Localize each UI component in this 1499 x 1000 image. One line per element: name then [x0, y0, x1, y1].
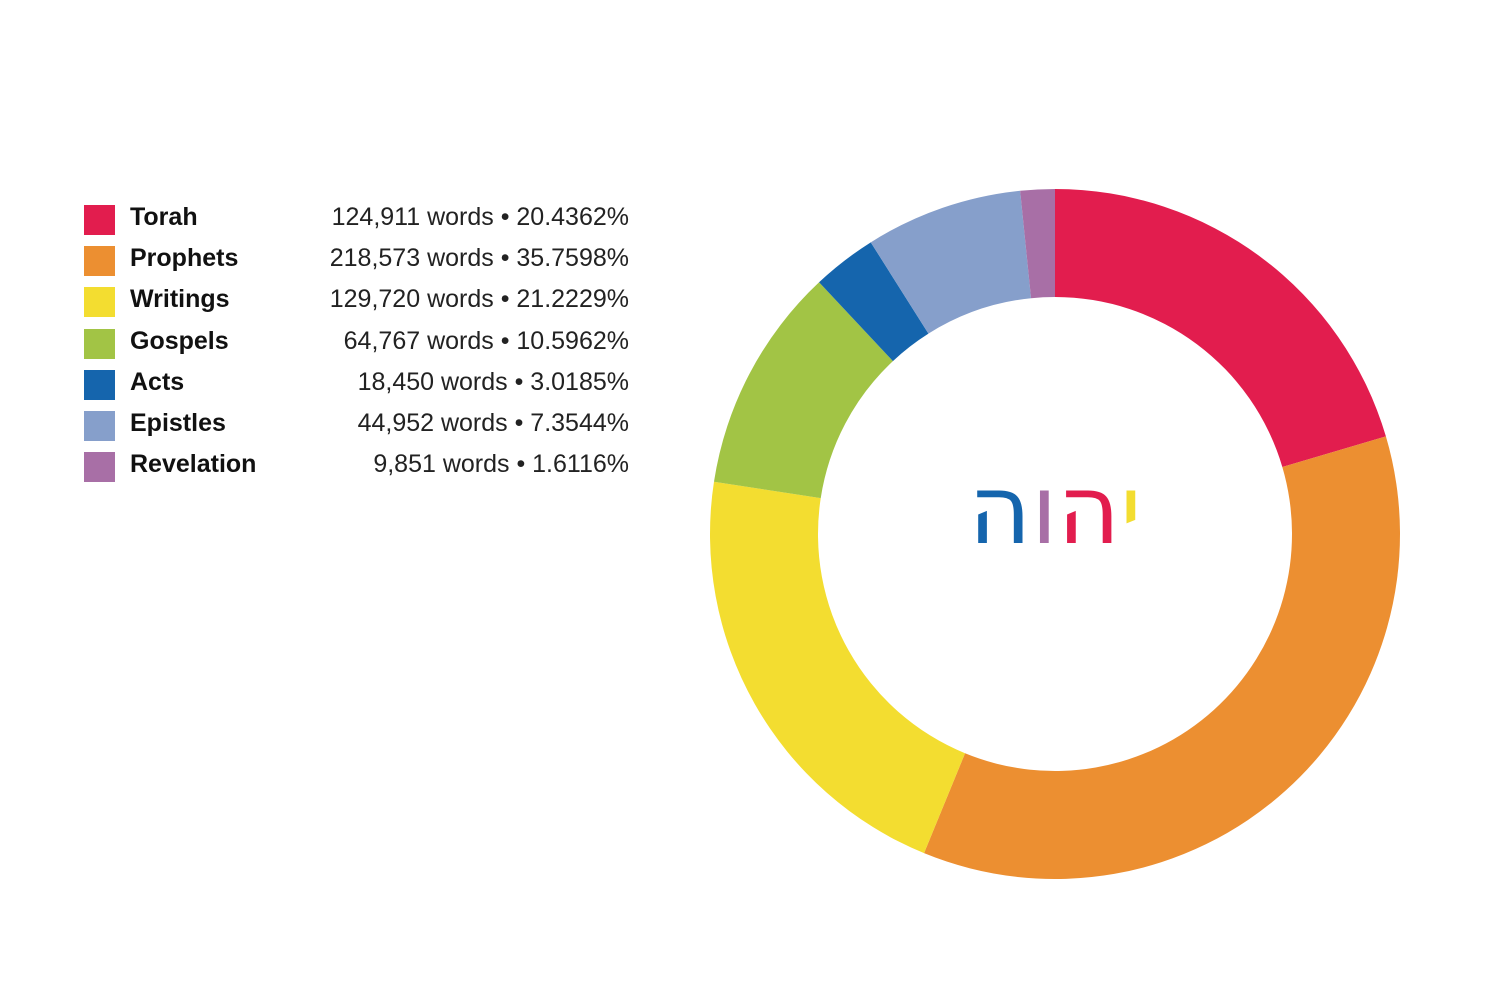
donut-slice-revelation	[1020, 189, 1055, 299]
legend-swatch-acts	[84, 369, 115, 400]
legend-swatch-writings	[84, 287, 115, 318]
legend-swatch-epistles	[84, 410, 115, 441]
chart-legend: Torah 124,911 words • 20.4362% Prophets …	[84, 198, 629, 486]
legend-swatch-torah	[84, 205, 115, 235]
legend-label-prophets: Prophets	[130, 244, 239, 273]
donut-slice-gospels	[713, 282, 893, 499]
legend-value-gospels: 64,767 words • 10.5962%	[343, 326, 629, 355]
center-letter-3: ו	[1031, 454, 1058, 566]
legend-label-revelation: Revelation	[130, 450, 257, 479]
legend-value-torah: 124,911 words • 20.4362%	[331, 203, 629, 231]
legend-item-prophets: Prophets 218,573 words • 35.7598%	[84, 239, 629, 280]
legend-swatch-prophets	[84, 246, 115, 277]
legend-label-gospels: Gospels	[130, 326, 229, 355]
legend-item-epistles: Epistles 44,952 words • 7.3544%	[84, 404, 629, 445]
center-hebrew-text: יהוה	[905, 450, 1205, 570]
center-letter-4: ה	[968, 454, 1032, 566]
donut-slice-prophets	[924, 436, 1400, 879]
legend-item-writings: Writings 129,720 words • 21.2229%	[84, 280, 629, 321]
legend-swatch-gospels	[84, 328, 115, 359]
legend-item-torah: Torah 124,911 words • 20.4362%	[84, 198, 629, 239]
legend-item-revelation: Revelation 9,851 words • 1.6116%	[84, 445, 629, 486]
legend-label-writings: Writings	[130, 285, 230, 314]
legend-item-gospels: Gospels 64,767 words • 10.5962%	[84, 322, 629, 363]
legend-swatch-revelation	[84, 452, 115, 483]
legend-label-torah: Torah	[130, 203, 198, 231]
center-letter-2: ה	[1057, 454, 1121, 566]
legend-label-acts: Acts	[130, 367, 185, 396]
legend-value-writings: 129,720 words • 21.2229%	[329, 285, 629, 314]
donut-slice-torah	[1055, 189, 1386, 467]
donut-slices	[709, 189, 1400, 879]
donut-slice-writings	[709, 481, 966, 854]
donut-slice-acts	[819, 242, 929, 362]
legend-value-epistles: 44,952 words • 7.3544%	[357, 408, 629, 437]
legend-label-epistles: Epistles	[130, 408, 226, 437]
legend-value-acts: 18,450 words • 3.0185%	[357, 367, 629, 396]
legend-item-acts: Acts 18,450 words • 3.0185%	[84, 363, 629, 404]
center-letter-1: י	[1120, 454, 1142, 566]
legend-value-prophets: 218,573 words • 35.7598%	[329, 244, 629, 273]
legend-value-revelation: 9,851 words • 1.6116%	[373, 450, 629, 479]
donut-slice-epistles	[870, 190, 1032, 334]
